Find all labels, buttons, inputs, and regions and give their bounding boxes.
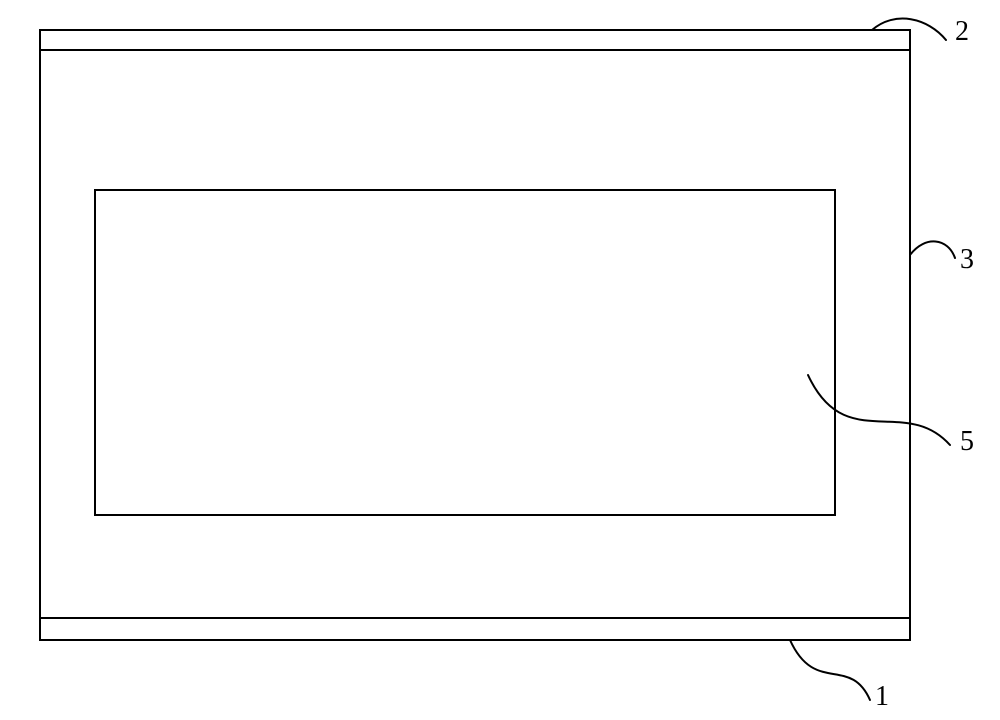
callout-label-2: 2: [955, 16, 969, 47]
schematic-diagram: 2 3 5 1: [0, 0, 1000, 720]
callout-leader-3: [910, 241, 955, 258]
callout-label-5: 5: [960, 426, 974, 457]
callout-label-3: 3: [960, 244, 974, 275]
callout-label-1: 1: [875, 681, 889, 712]
inner-rectangle: [95, 190, 835, 515]
outer-rectangle: [40, 30, 910, 640]
callout-leader-5: [808, 375, 950, 445]
callout-leader-1: [790, 640, 870, 700]
